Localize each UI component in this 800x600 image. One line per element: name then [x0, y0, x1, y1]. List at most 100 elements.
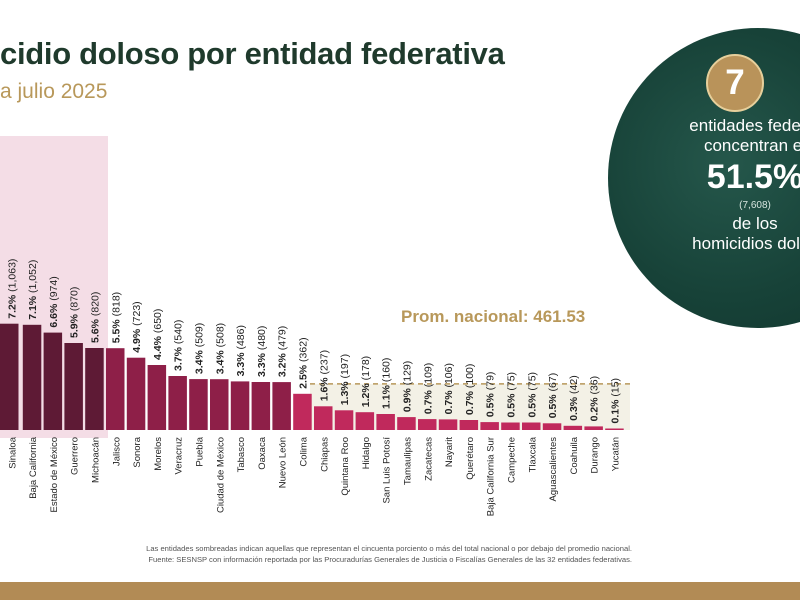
value-label: 5.6% (820)	[89, 292, 101, 343]
bottom-stripe	[0, 582, 800, 600]
footnote-shading: Las entidades sombreadas indican aquella…	[146, 544, 632, 553]
value-label: 0.1% (15)	[609, 378, 621, 424]
category-label: Guerrero	[70, 437, 81, 475]
bar	[501, 422, 520, 430]
bar	[584, 426, 603, 430]
category-label: Campeche	[506, 437, 517, 483]
bar	[251, 382, 271, 430]
value-label: 1.3% (197)	[339, 354, 351, 405]
category-label: Veracruz	[174, 437, 185, 475]
callout-line-1: entidades federat	[689, 116, 800, 135]
callout-line-4: homicidios dolos	[692, 234, 800, 253]
category-label: Sonora	[132, 436, 143, 467]
bar	[355, 412, 375, 430]
value-label: 1.6% (237)	[318, 350, 330, 401]
bar	[376, 414, 395, 430]
value-label: 1.2% (178)	[360, 356, 372, 407]
value-label: 4.4% (650)	[152, 309, 164, 360]
value-label: 3.3% (480)	[256, 326, 268, 377]
value-label: 2.5% (362)	[297, 337, 309, 388]
category-label: Chiapas	[319, 437, 330, 472]
value-label: 7.1% (1,052)	[27, 260, 39, 320]
category-label: Coahuila	[569, 436, 580, 474]
bar	[85, 348, 104, 430]
bar	[272, 382, 291, 430]
bar	[147, 365, 167, 430]
category-labels-group: Sinaloa Baja California Estado de México Gu…	[7, 436, 621, 516]
category-label: Nuevo León	[278, 437, 289, 488]
callout-line-3: de los	[732, 214, 778, 233]
bar	[480, 422, 499, 430]
value-label: 3.3% (486)	[235, 325, 247, 376]
value-label: 0.2% (36)	[589, 376, 601, 422]
callout-line-2: concentran el	[703, 136, 800, 155]
value-label: 4.9% (723)	[131, 301, 143, 352]
callout-cases: (7,608)	[739, 200, 771, 211]
bar	[459, 420, 479, 430]
category-label: Baja California Sur	[486, 437, 497, 516]
category-label: Michoacán	[90, 437, 101, 483]
bar	[126, 357, 146, 430]
category-label: Nayarit	[444, 437, 455, 467]
value-label: 0.5% (75)	[526, 372, 538, 418]
value-label: 5.5% (818)	[110, 292, 122, 343]
bar	[189, 379, 208, 430]
category-label: Colima	[298, 436, 309, 466]
bar	[334, 410, 354, 430]
average-label: Prom. nacional: 461.53	[401, 307, 585, 326]
value-label: 0.5% (67)	[547, 373, 559, 419]
bar	[106, 348, 125, 430]
value-label: 3.4% (508)	[214, 323, 226, 374]
category-label: Puebla	[194, 436, 205, 466]
page-title: cidio doloso por entidad federativa	[0, 36, 505, 71]
bars-group	[0, 323, 624, 430]
bar	[563, 425, 583, 430]
value-label: 0.7% (109)	[422, 363, 434, 414]
value-label: 0.7% (106)	[443, 363, 455, 414]
bar	[168, 376, 187, 430]
bar	[314, 406, 333, 430]
bar	[542, 423, 562, 430]
bar	[64, 343, 83, 430]
bar	[0, 323, 19, 430]
value-label: 0.5% (75)	[505, 372, 517, 418]
category-label: Tamaulipas	[402, 437, 413, 485]
bar	[210, 379, 229, 430]
category-label: Morelos	[153, 437, 164, 471]
category-label: Aguascalientes	[548, 437, 559, 502]
category-label: Sinaloa	[7, 436, 18, 468]
category-label: Zacatecas	[423, 437, 434, 481]
value-label: 0.5% (79)	[485, 372, 497, 418]
bar	[43, 332, 63, 430]
bar	[397, 417, 416, 430]
value-labels-group: 7.2% (1,063) 7.1% (1,052) 6.6% (974) 5.9% (…	[6, 259, 621, 424]
value-label: 3.7% (540)	[173, 320, 185, 371]
bar	[605, 428, 624, 430]
bar	[438, 419, 458, 430]
callout-percent: 51.5%	[706, 158, 800, 196]
footnotes: Las entidades sombreadas indican aquella…	[0, 544, 632, 565]
category-label: Querétaro	[465, 437, 476, 480]
category-label: Estado de México	[49, 437, 60, 513]
value-label: 7.2% (1,063)	[6, 259, 18, 319]
bar	[522, 422, 541, 430]
category-label: Baja California	[28, 436, 39, 498]
footnote-source: Fuente: SESNSP con información reportada…	[148, 554, 632, 564]
value-label: 3.4% (509)	[193, 323, 205, 374]
category-label: Hidalgo	[361, 437, 372, 469]
bar	[22, 324, 42, 430]
bar	[230, 381, 250, 430]
value-label: 3.2% (479)	[277, 326, 289, 377]
value-label: 0.9% (129)	[401, 361, 413, 412]
category-label: Tabasco	[236, 437, 247, 472]
bar	[418, 419, 437, 430]
value-label: 0.3% (42)	[568, 375, 580, 421]
value-label: 5.9% (870)	[69, 287, 81, 338]
value-label: 6.6% (974)	[48, 276, 60, 327]
category-label: Oaxaca	[257, 436, 268, 469]
value-label: 0.7% (100)	[464, 364, 476, 415]
bar	[293, 393, 312, 430]
category-label: Tlaxcala	[527, 436, 538, 472]
